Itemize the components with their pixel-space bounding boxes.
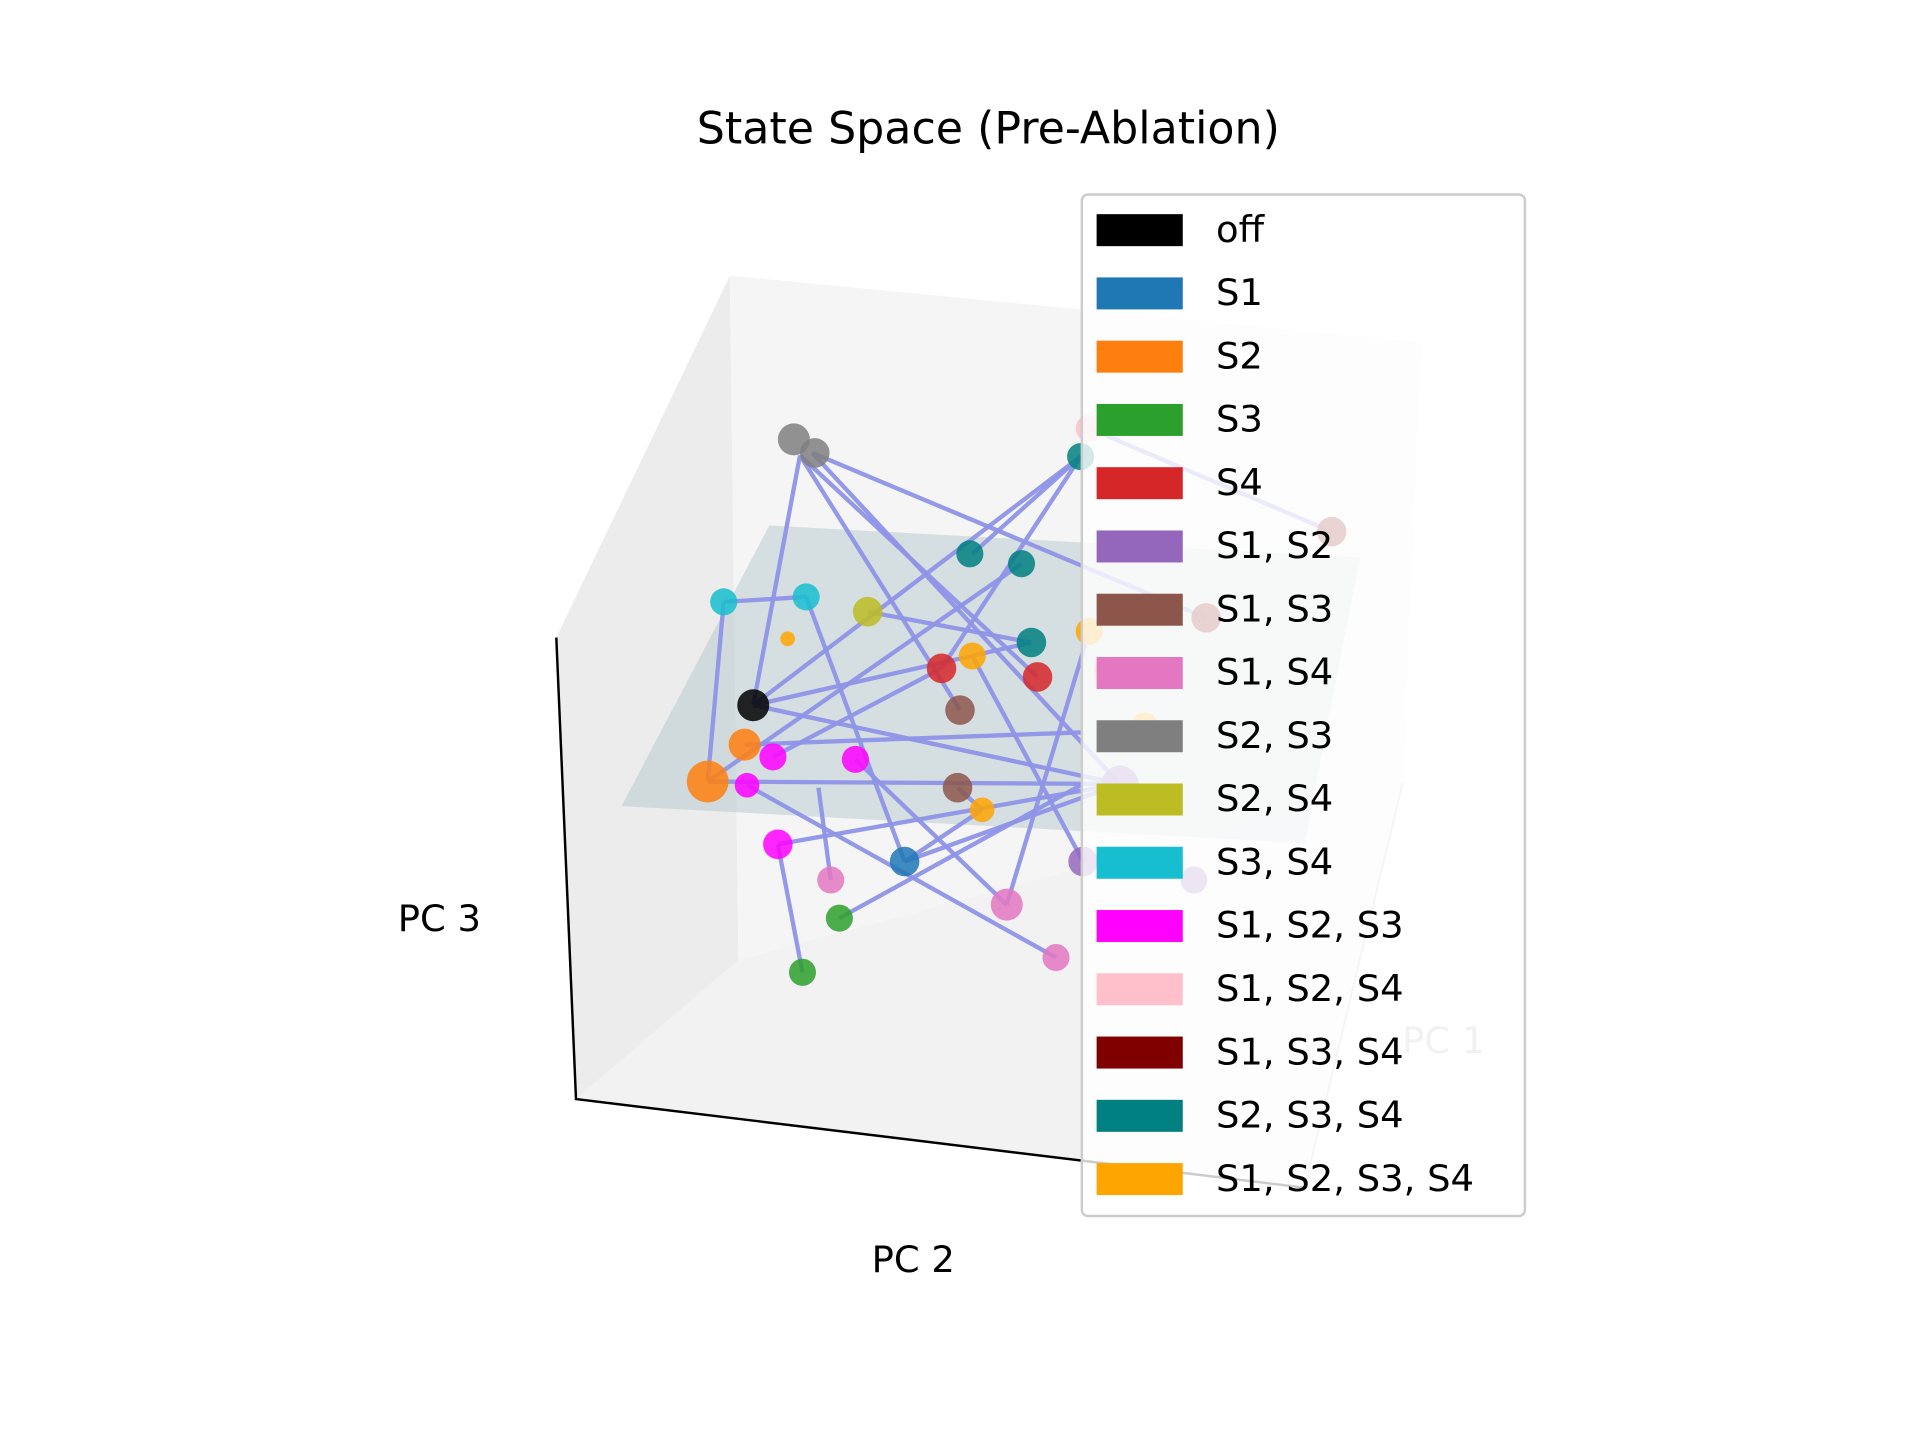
y-axis-label: PC 3 — [398, 897, 481, 940]
legend-frame — [1080, 193, 1527, 1218]
cluster — [763, 829, 793, 860]
legend-label: S2, S4 — [1216, 777, 1333, 820]
cluster — [1016, 627, 1047, 658]
cluster — [958, 642, 986, 670]
x-axis-label: PC 2 — [872, 1238, 955, 1281]
legend-swatch — [1096, 530, 1183, 563]
legend-swatch — [1096, 910, 1183, 943]
cluster — [728, 728, 761, 761]
legend-label: S1, S3, S4 — [1216, 1030, 1404, 1073]
legend-label: off — [1216, 208, 1266, 251]
cluster — [686, 760, 729, 803]
cluster — [990, 888, 1023, 921]
legend-label: S2, S3 — [1216, 714, 1333, 757]
legend-label: S2, S3, S4 — [1216, 1094, 1404, 1137]
cluster — [942, 772, 973, 803]
legend-label: S1, S2 — [1216, 524, 1333, 567]
legend-label: S3, S4 — [1216, 841, 1333, 884]
legend-swatch — [1096, 846, 1183, 879]
cluster — [889, 846, 920, 877]
cluster — [734, 772, 760, 798]
legend-label: S2 — [1216, 334, 1263, 377]
cluster — [1042, 944, 1070, 972]
cluster — [852, 596, 883, 627]
legend-swatch — [1096, 1163, 1183, 1196]
legend-swatch — [1096, 467, 1183, 500]
cluster — [926, 653, 957, 684]
legend: off S1 S2 S3 S4 S1, S2 S1, S3 S1, S4 S2, S3 S2, S… — [1080, 193, 1527, 1218]
cluster — [945, 695, 975, 725]
legend-swatch — [1096, 277, 1183, 310]
legend-label: S1, S4 — [1216, 651, 1333, 694]
cluster — [710, 588, 738, 616]
cluster — [780, 631, 796, 647]
cluster — [1022, 662, 1053, 692]
cluster — [800, 438, 830, 468]
transitions — [705, 426, 1333, 973]
chart-title: State Space (Pre-Ablation) — [697, 104, 1280, 155]
cluster — [969, 797, 995, 823]
cluster — [737, 689, 770, 722]
legend-swatch — [1096, 403, 1183, 436]
cluster — [759, 743, 787, 771]
axis-line — [555, 637, 1305, 1189]
legend-swatch — [1096, 593, 1183, 626]
legend-label: S4 — [1216, 461, 1263, 504]
cluster — [825, 904, 853, 932]
legend-label: S3 — [1216, 398, 1263, 441]
legend-label: S1, S2, S3, S4 — [1216, 1157, 1474, 1200]
cluster — [788, 958, 816, 986]
legend-label: S1, S3 — [1216, 587, 1333, 630]
cluster — [792, 583, 820, 611]
legend-swatch — [1096, 656, 1183, 689]
legend-swatch — [1096, 214, 1183, 247]
legend-swatch — [1096, 783, 1183, 816]
legend-swatch — [1096, 1036, 1183, 1069]
left-pane — [556, 275, 739, 1100]
cluster — [956, 540, 984, 568]
legend-label: S1, S2, S3 — [1216, 904, 1404, 947]
legend-swatch — [1096, 340, 1183, 373]
cluster — [841, 745, 869, 773]
legend-label: S1 — [1216, 271, 1263, 314]
legend-swatch — [1096, 973, 1183, 1006]
legend-swatch — [1096, 720, 1183, 753]
cluster — [817, 866, 845, 894]
legend-label: S1, S2, S4 — [1216, 967, 1404, 1010]
legend-swatch — [1096, 1099, 1183, 1132]
cluster — [1008, 550, 1036, 578]
